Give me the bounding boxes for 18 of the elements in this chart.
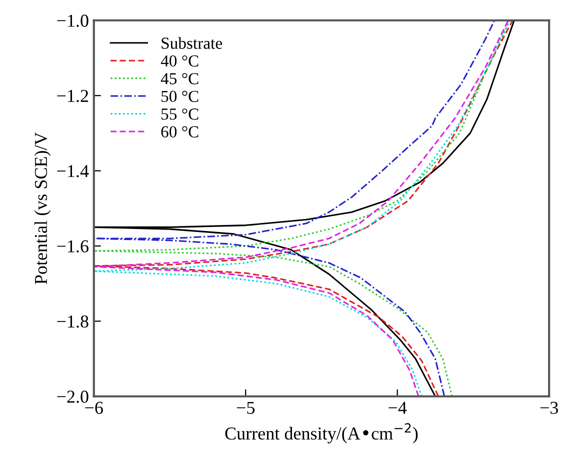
y-tick-label: −1.0 — [57, 14, 88, 27]
legend-label: 45 °C — [160, 73, 198, 84]
x-tick-label: −3 — [540, 402, 558, 414]
legend-label: Substrate — [162, 37, 222, 49]
x-axis-title: Current density/(A•cm$^{−2}$) — [225, 423, 418, 444]
y-tick-label: −1.6 — [57, 240, 88, 252]
legend-label: 60 °C — [161, 126, 198, 138]
x-tick-label: −6 — [85, 402, 103, 414]
x-tick-label: −4 — [388, 402, 407, 414]
legend-label: 50 °C — [162, 90, 198, 102]
y-tick-label: −1.4 — [57, 165, 89, 178]
legend-label: 55 °C — [162, 108, 198, 120]
x-tick-label: −5 — [236, 402, 255, 414]
legend-label: 40 °C — [160, 55, 198, 67]
y-tick-label: −1.2 — [57, 90, 88, 102]
y-tick-label: −2.0 — [57, 390, 88, 403]
y-axis-title: Potential (vs SCE)/V — [34, 132, 51, 284]
y-tick-label: −1.8 — [57, 315, 88, 328]
